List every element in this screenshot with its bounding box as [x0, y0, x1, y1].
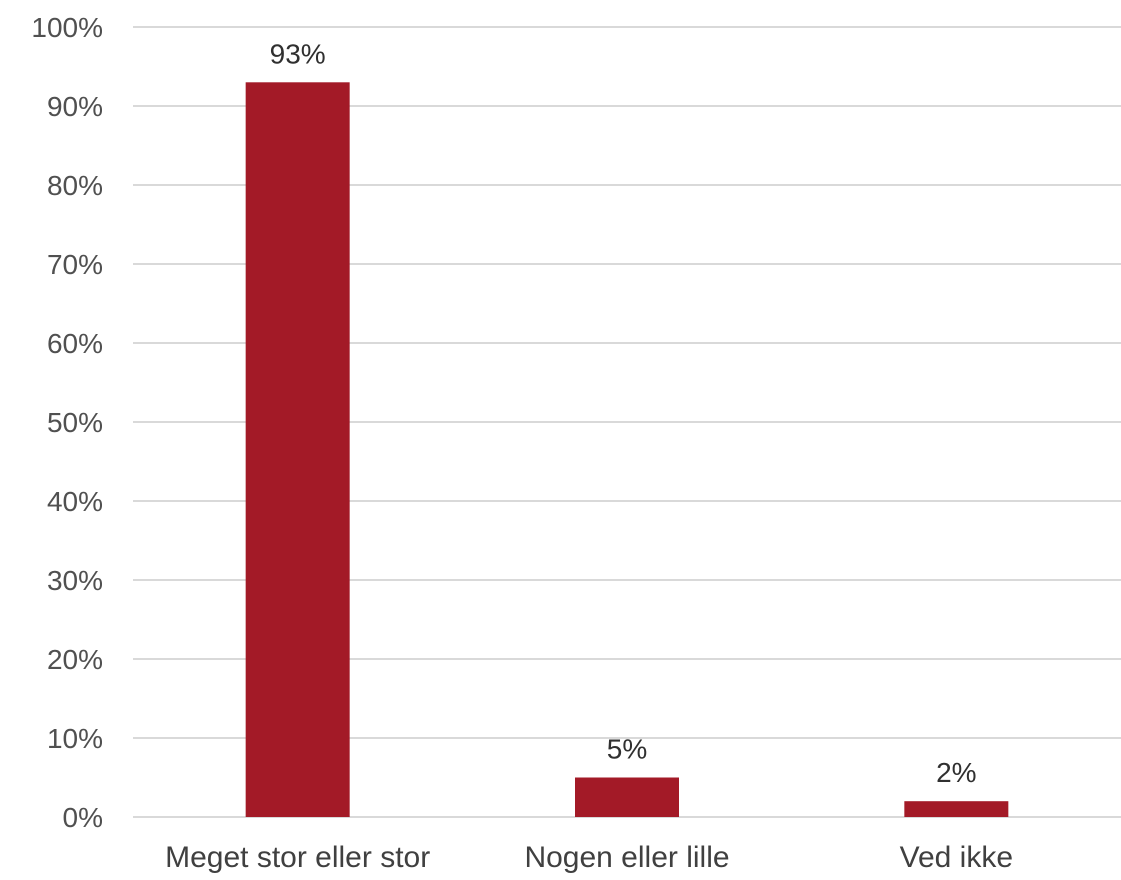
data-labels: 93% 5% 2%	[270, 38, 977, 788]
y-axis-ticks: 0% 10% 20% 30% 40% 50% 60% 70% 80% 90% 100%	[31, 12, 103, 833]
y-tick-label: 20%	[47, 644, 103, 675]
bars	[245, 82, 1009, 818]
bar-2	[904, 801, 1009, 817]
y-tick-label: 60%	[47, 328, 103, 359]
y-tick-label: 0%	[63, 802, 103, 833]
y-tick-label: 90%	[47, 91, 103, 122]
category-label-0: Meget stor eller stor	[165, 841, 430, 874]
y-tick-label: 100%	[31, 12, 103, 43]
y-tick-label: 70%	[47, 249, 103, 280]
category-label-1: Nogen eller lille	[524, 841, 729, 874]
category-label-2: Ved ikke	[900, 841, 1013, 874]
bar-0	[245, 82, 350, 818]
x-axis-categories: Meget stor eller stor Nogen eller lille Ve…	[165, 841, 1013, 874]
data-label-2: 2%	[936, 757, 976, 788]
data-label-0: 93%	[270, 38, 326, 69]
y-tick-label: 50%	[47, 407, 103, 438]
bar-1	[575, 777, 679, 817]
data-label-1: 5%	[607, 734, 647, 765]
y-tick-label: 10%	[47, 723, 103, 754]
y-tick-label: 80%	[47, 170, 103, 201]
y-tick-label: 40%	[47, 486, 103, 517]
y-tick-label: 30%	[47, 565, 103, 596]
